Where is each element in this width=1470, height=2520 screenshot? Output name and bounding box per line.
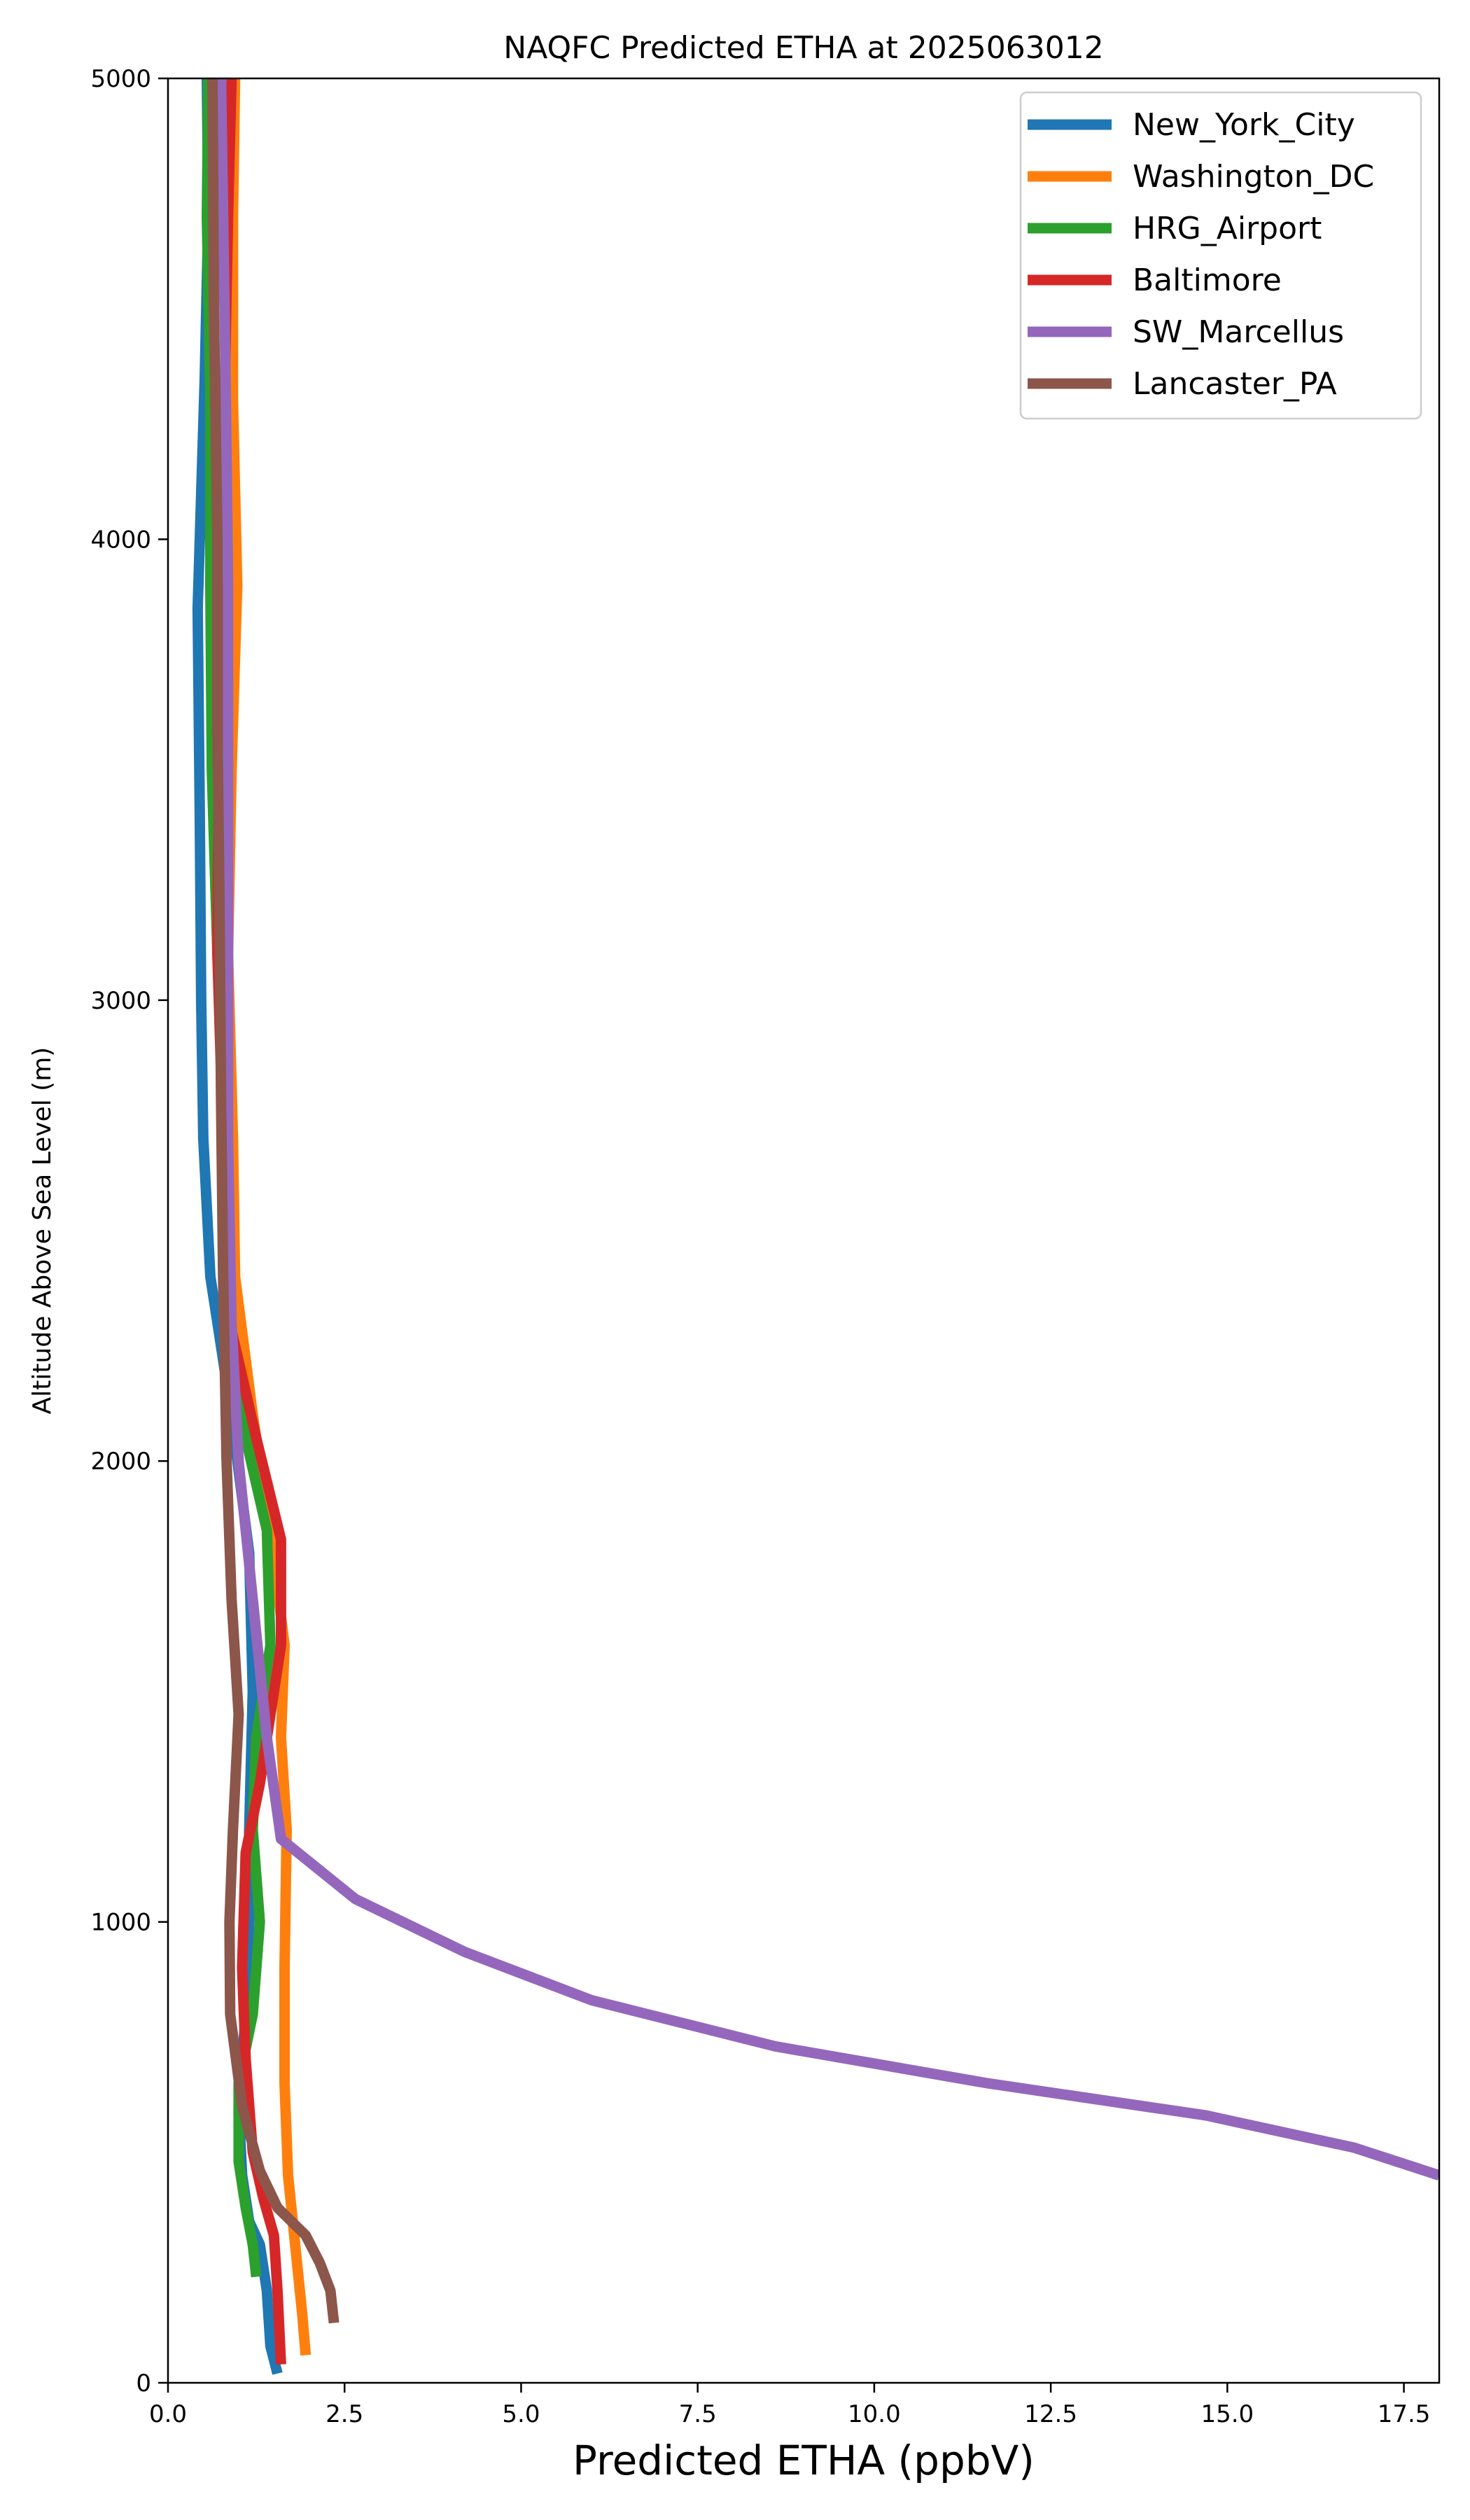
plot-frame <box>167 77 1441 2384</box>
series-line-sw-marcellus <box>216 78 1439 2180</box>
y-tick-label: 3000 <box>90 987 151 1015</box>
x-axis-label: Predicted ETHA (ppbV) <box>573 2437 1035 2484</box>
y-tick-label: 5000 <box>90 65 151 93</box>
series-line-hrg-airport <box>202 78 276 2278</box>
legend-label-lancaster-pa: Lancaster_PA <box>1133 366 1337 402</box>
series-layer <box>192 78 1439 2375</box>
legend-label-new-york-city: New_York_City <box>1133 107 1355 143</box>
legend-label-sw-marcellus: SW_Marcellus <box>1133 314 1344 350</box>
legend-label-hrg-airport: HRG_Airport <box>1133 211 1322 246</box>
x-tick-label: 7.5 <box>679 2400 717 2428</box>
x-axis: 0.0 2.5 5.0 7.5 10.0 12.5 15.0 17.5 <box>149 2383 1430 2428</box>
y-axis-label: Altitude Above Sea Level (m) <box>28 1047 57 1415</box>
x-tick-label: 0.0 <box>149 2400 187 2428</box>
legend-box <box>1019 91 1422 420</box>
y-tick-label: 2000 <box>90 1448 151 1476</box>
x-tick-label: 2.5 <box>326 2400 363 2428</box>
x-tick-label: 17.5 <box>1378 2400 1431 2428</box>
x-tick-label: 5.0 <box>502 2400 540 2428</box>
x-tick-label: 15.0 <box>1200 2400 1254 2428</box>
x-tick-label: 10.0 <box>848 2400 901 2428</box>
series-line-lancaster-pa <box>207 78 340 2324</box>
legend-entries: New_York_City Washington_DC HRG_Airport Bal… <box>1028 107 1374 402</box>
y-axis: 0 1000 2000 3000 4000 5000 <box>90 65 168 2398</box>
legend: New_York_City Washington_DC HRG_Airport Bal… <box>1019 91 1422 420</box>
x-tick-label: 12.5 <box>1024 2400 1077 2428</box>
legend-label-washington-dc: Washington_DC <box>1133 159 1374 195</box>
chart-title: NAQFC Predicted ETHA at 2025063012 <box>503 30 1103 66</box>
y-tick-label: 0 <box>136 2370 151 2398</box>
legend-label-baltimore: Baltimore <box>1133 262 1282 298</box>
y-tick-label: 1000 <box>90 1909 151 1937</box>
y-tick-label: 4000 <box>90 526 151 554</box>
